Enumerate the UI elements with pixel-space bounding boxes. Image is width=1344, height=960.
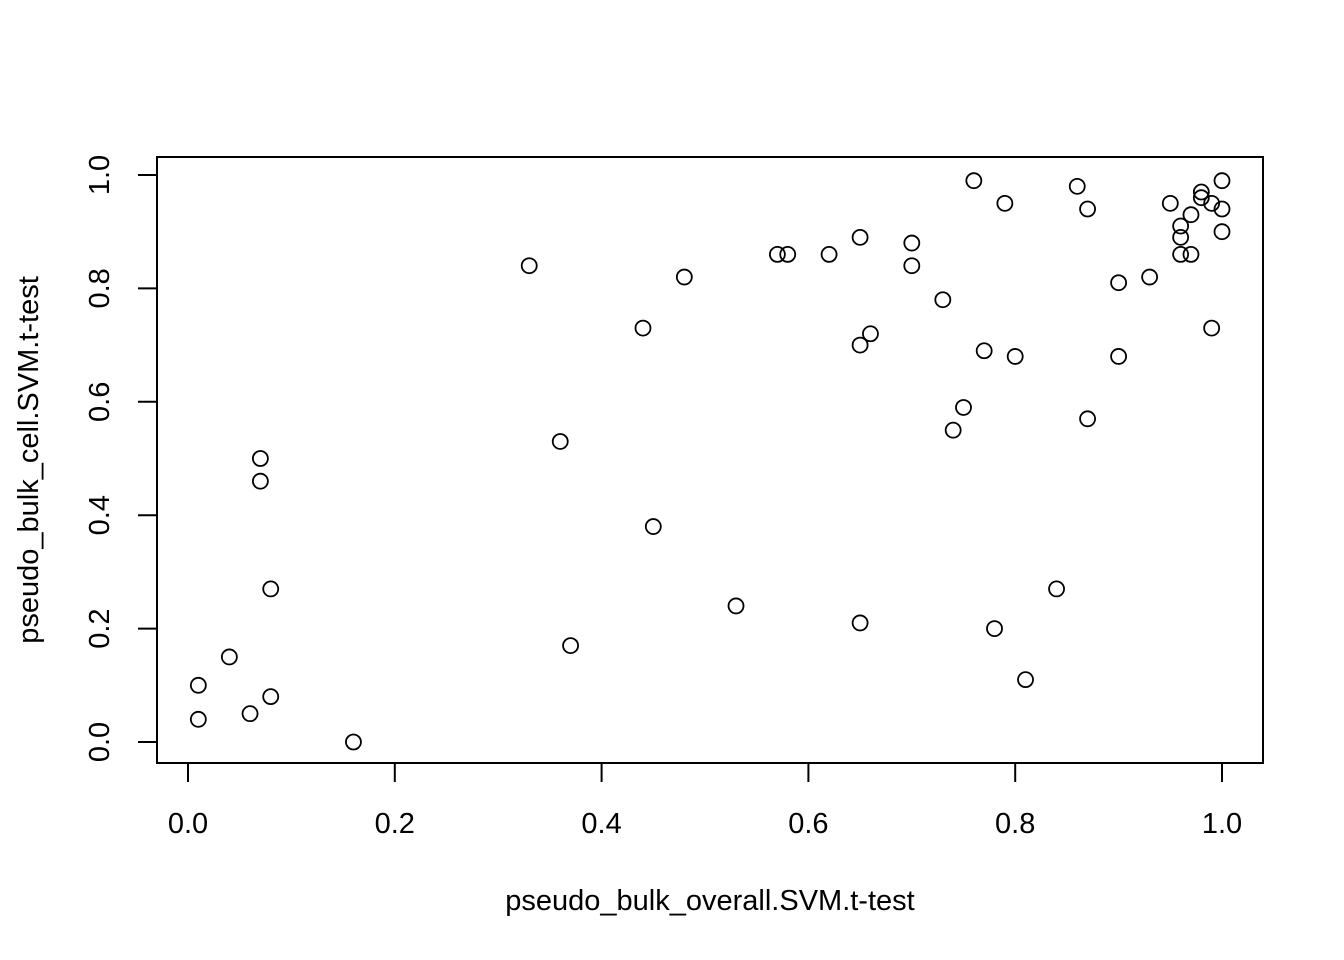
data-point <box>1141 268 1159 286</box>
data-point <box>1017 671 1034 689</box>
data-point <box>779 245 797 263</box>
data-point <box>1079 200 1096 218</box>
data-point <box>1203 319 1221 337</box>
data-point <box>903 257 921 275</box>
plot-frame <box>156 156 1264 764</box>
data-point <box>1068 177 1086 195</box>
data-point <box>1110 348 1127 365</box>
data-point <box>1161 194 1179 212</box>
data-point <box>1079 410 1096 428</box>
data-point <box>1172 245 1190 263</box>
y-axis-label: pseudo_bulk_cell.SVM.t-test <box>13 276 45 644</box>
y-tick-label: 0.0 <box>84 722 116 762</box>
data-point <box>851 336 869 354</box>
data-point <box>551 433 569 450</box>
x-tick-label: 0.2 <box>375 808 415 840</box>
data-point <box>189 710 207 728</box>
data-point <box>1213 200 1231 218</box>
data-point <box>955 399 972 416</box>
data-point <box>934 291 952 309</box>
data-point <box>1192 189 1210 207</box>
x-tick-label: 0.8 <box>995 808 1035 840</box>
data-point <box>1203 194 1221 212</box>
x-tick-label: 1.0 <box>1202 808 1242 840</box>
data-point <box>634 319 652 337</box>
y-tick-label: 0.4 <box>84 495 116 535</box>
data-point <box>1192 183 1210 201</box>
data-point <box>727 597 745 615</box>
data-point <box>189 676 207 694</box>
y-tick-label: 0.2 <box>84 608 116 648</box>
x-axis: 0.0 0.2 0.4 0.6 0.8 1.0 <box>168 762 1242 840</box>
data-point <box>820 245 838 263</box>
data-point <box>1110 274 1127 292</box>
data-point <box>851 228 869 246</box>
data-point <box>944 421 962 439</box>
data-point <box>1048 580 1065 598</box>
x-axis-label: pseudo_bulk_overall.SVM.t-test <box>505 885 914 917</box>
data-point <box>251 472 269 490</box>
data-point <box>241 705 259 723</box>
data-point <box>1172 217 1190 235</box>
data-point <box>262 580 280 598</box>
data-point <box>903 234 921 252</box>
data-point <box>345 733 362 751</box>
data-point <box>851 614 869 632</box>
y-axis: 0.0 0.2 0.4 0.6 0.8 1.0 <box>84 155 158 762</box>
data-point <box>1182 245 1200 263</box>
data-point <box>965 172 983 190</box>
data-point <box>675 268 693 286</box>
data-point <box>262 688 280 706</box>
data-point <box>862 325 879 343</box>
x-tick-label: 0.6 <box>788 808 828 840</box>
data-point <box>975 342 993 360</box>
data-point <box>644 518 662 535</box>
y-tick-label: 0.8 <box>84 268 116 308</box>
data-point <box>520 257 538 275</box>
data-point <box>768 245 786 263</box>
y-tick-label: 1.0 <box>84 155 116 195</box>
data-point <box>986 620 1003 637</box>
x-tick-label: 0.4 <box>581 808 621 840</box>
data-point <box>220 648 238 666</box>
data-point <box>1213 172 1231 190</box>
data-point <box>1172 228 1190 246</box>
data-point <box>1006 348 1024 365</box>
y-tick-label: 0.6 <box>84 382 116 422</box>
data-point <box>251 450 269 467</box>
data-point <box>996 194 1014 212</box>
data-points <box>189 172 1231 751</box>
data-point <box>1182 206 1200 224</box>
data-point <box>1213 223 1231 241</box>
data-point <box>562 637 579 655</box>
x-tick-label: 0.0 <box>168 808 208 840</box>
